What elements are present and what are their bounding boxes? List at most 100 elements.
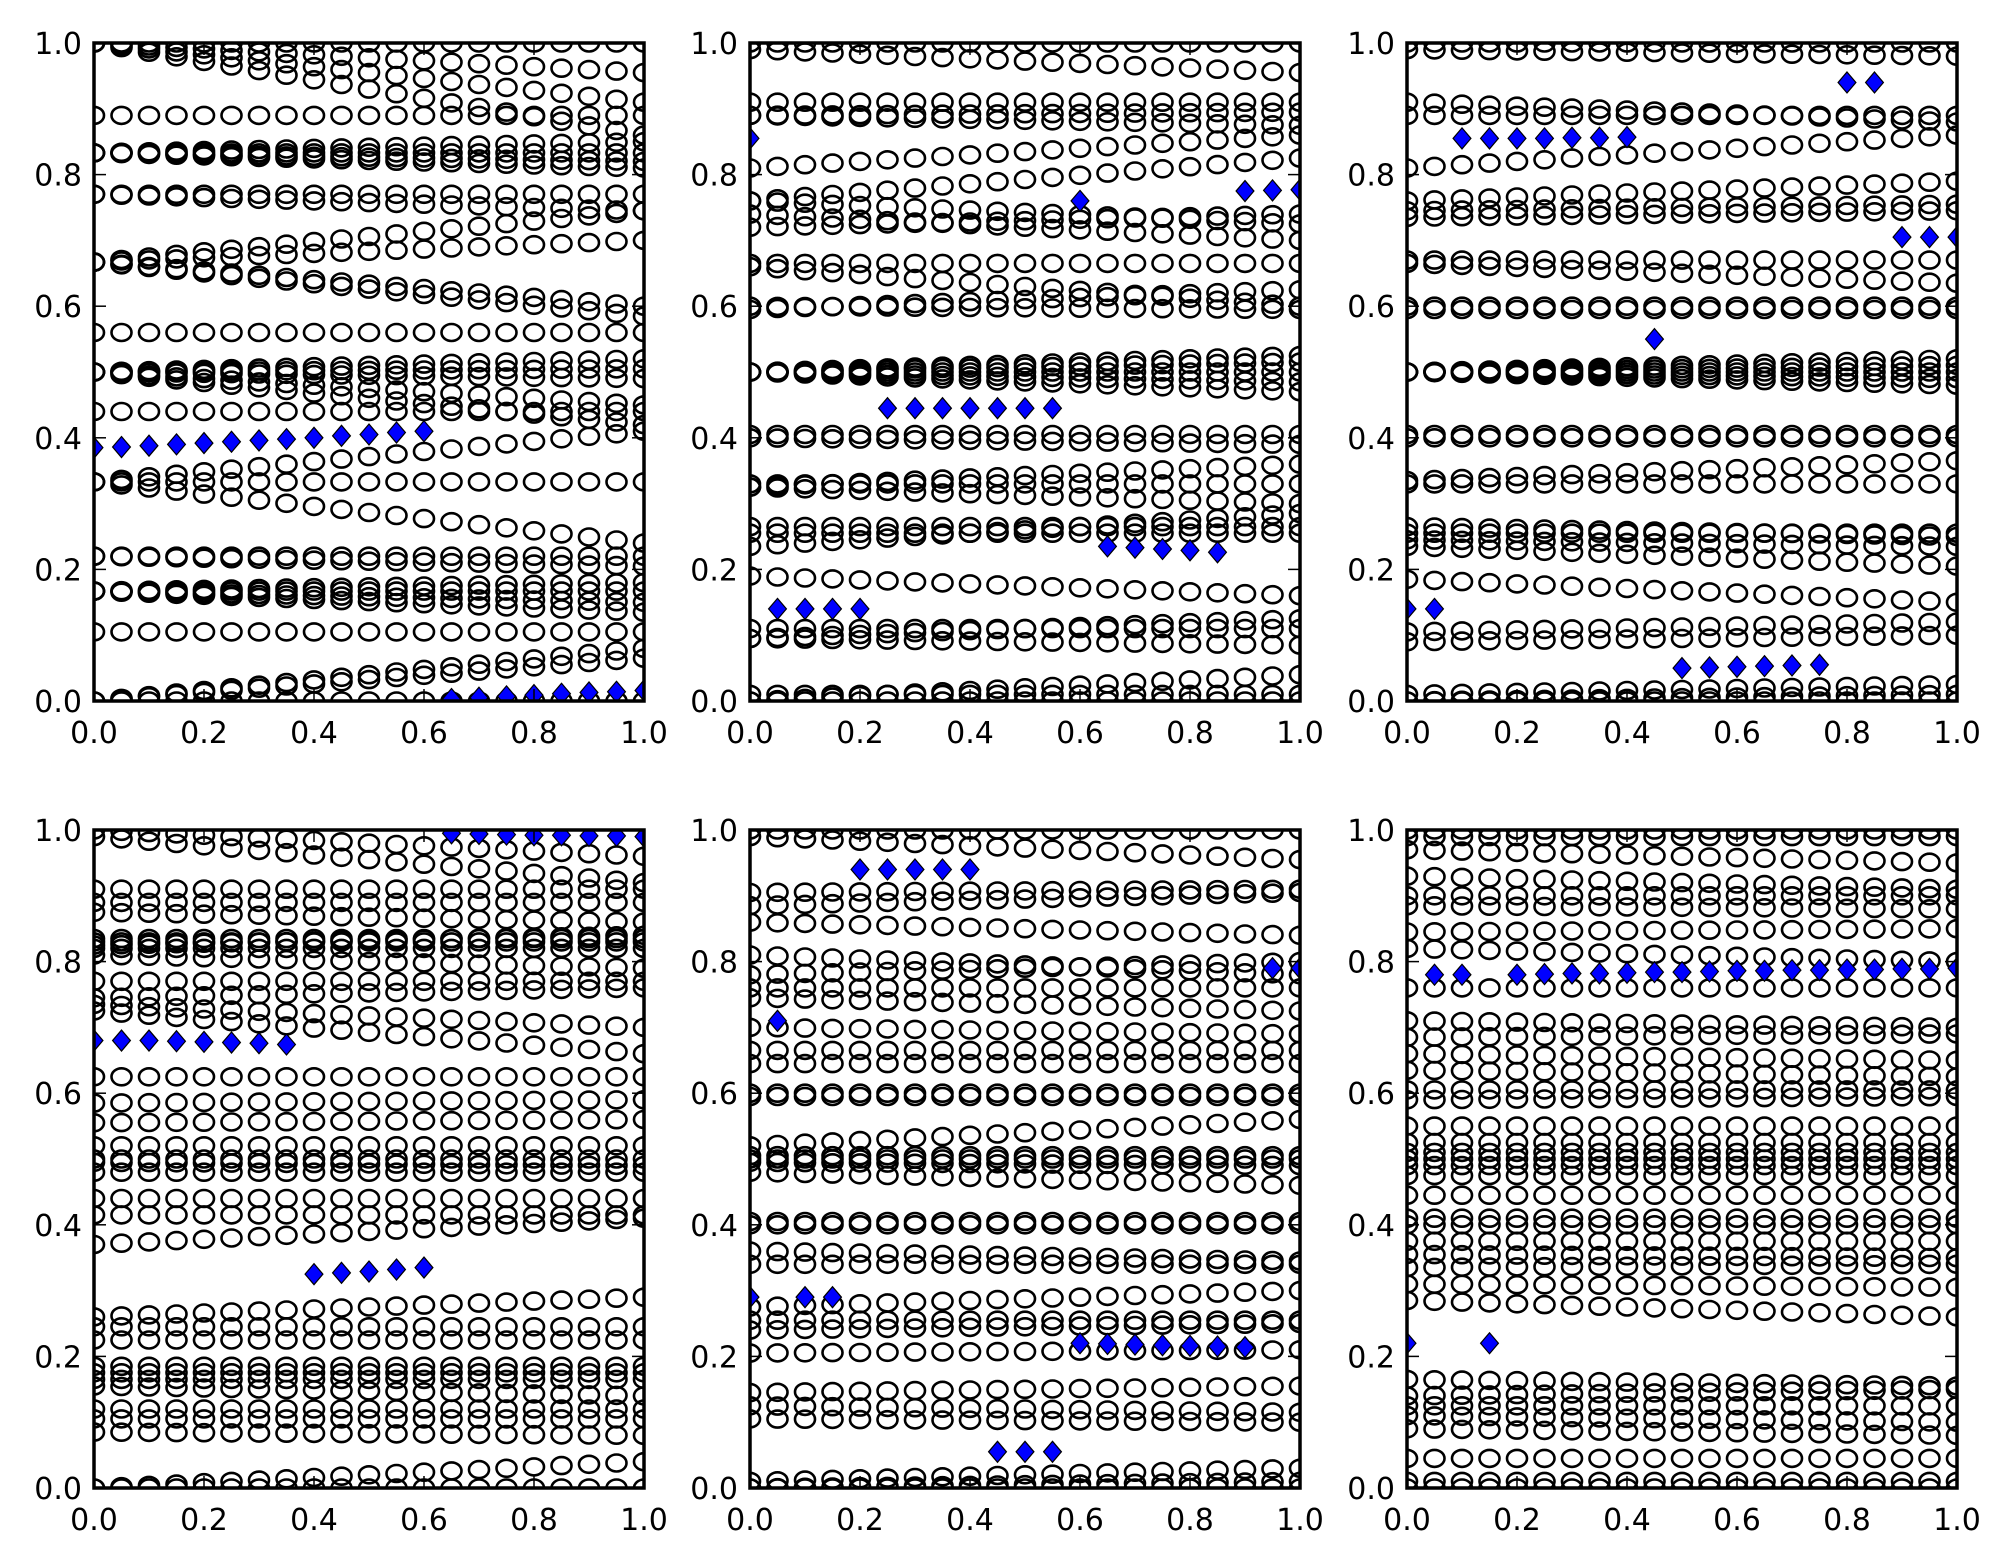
circle-point [1505, 1471, 1529, 1488]
circle-point [1808, 849, 1831, 870]
circle-point [1533, 1026, 1556, 1047]
circle-point [165, 1162, 188, 1182]
circle-point [302, 1317, 326, 1337]
circle-point [931, 1126, 954, 1147]
circle-point [577, 426, 601, 447]
circle-point [522, 1457, 546, 1477]
circle-point [876, 571, 899, 591]
circle-point [958, 523, 982, 544]
circle-point [495, 143, 518, 163]
circle-point [1288, 664, 1300, 685]
circle-point [1041, 957, 1064, 978]
circle-point [247, 50, 271, 71]
circle-point [137, 996, 161, 1017]
diamond-point [1015, 396, 1035, 420]
circle-point [750, 191, 762, 211]
circle-point [1206, 353, 1229, 374]
circle-point [1288, 925, 1300, 946]
circle-point [357, 930, 381, 951]
circle-point [440, 1067, 463, 1087]
circle-point [931, 1215, 954, 1235]
circle-point [1808, 299, 1831, 320]
circle-point [302, 105, 326, 126]
circle-point [1233, 667, 1257, 688]
circle-point [750, 362, 762, 382]
circle-point [1780, 919, 1804, 940]
circle-point [357, 907, 381, 928]
circle-point [467, 105, 491, 126]
circle-point [357, 274, 381, 295]
circle-point [440, 353, 463, 374]
circle-point [1206, 290, 1229, 311]
circle-point [1863, 1448, 1886, 1469]
circle-point [94, 1330, 106, 1350]
circle-point [986, 619, 1009, 640]
circle-point [1588, 1275, 1611, 1295]
x-tick-label: 0.4 [1603, 716, 1651, 751]
circle-point [522, 322, 546, 343]
circle-point [385, 105, 408, 126]
circle-point [192, 472, 216, 492]
circle-point [302, 938, 326, 959]
circle-point [522, 1205, 546, 1225]
circle-point [1615, 105, 1639, 126]
circle-point [986, 474, 1009, 494]
circle-point [247, 364, 271, 384]
circle-point [903, 148, 927, 168]
circle-point [110, 401, 133, 422]
circle-point [1615, 523, 1639, 544]
circle-point [1096, 1040, 1119, 1061]
circle-point [220, 363, 243, 384]
diamond-point [386, 421, 407, 444]
circle-point [522, 598, 546, 618]
circle-point [903, 1019, 927, 1040]
circle-point [522, 295, 546, 316]
circle-point [495, 879, 518, 900]
circle-point [1013, 889, 1037, 909]
circle-point [1588, 1383, 1611, 1404]
circle-point [1808, 1478, 1831, 1488]
x-tick-label: 0.0 [1383, 1503, 1431, 1538]
circle-point [385, 276, 408, 297]
circle-point [1041, 830, 1064, 840]
circle-point [220, 1153, 243, 1173]
circle-point [1423, 570, 1446, 591]
circle-point [1808, 44, 1831, 65]
circle-point [275, 43, 298, 53]
circle-point [522, 1136, 546, 1156]
circle-point [1808, 268, 1831, 289]
circle-point [1945, 1142, 1957, 1163]
circle-point [192, 484, 216, 504]
circle-point [1288, 503, 1300, 524]
circle-point [1505, 466, 1529, 487]
circle-point [1560, 1275, 1584, 1295]
circle-point [1670, 1471, 1694, 1488]
circle-point [1890, 1016, 1914, 1037]
circle-point [302, 451, 326, 472]
circle-point [357, 879, 381, 900]
circle-point [1533, 1142, 1556, 1163]
circle-point [605, 231, 628, 252]
circle-point [1206, 1113, 1229, 1134]
circle-point [330, 590, 353, 611]
circle-point [165, 260, 188, 281]
y-tick-label: 0.4 [1347, 1209, 1395, 1244]
circle-point [1615, 920, 1639, 941]
circle-point [1505, 1384, 1529, 1405]
circle-point [1288, 684, 1300, 701]
circle-point [1206, 582, 1229, 603]
circle-point [1505, 574, 1529, 594]
circle-point [302, 1423, 326, 1444]
circle-point [275, 190, 298, 210]
circle-point [1013, 367, 1037, 387]
circle-point [1533, 541, 1556, 562]
circle-point [1890, 1247, 1914, 1268]
circle-point [247, 147, 271, 168]
circle-point [1288, 1412, 1300, 1432]
circle-point [821, 153, 844, 173]
circle-point [550, 971, 573, 992]
circle-point [110, 892, 133, 913]
circle-point [247, 456, 271, 477]
diamond-point [1507, 963, 1527, 987]
circle-point [903, 1342, 927, 1362]
